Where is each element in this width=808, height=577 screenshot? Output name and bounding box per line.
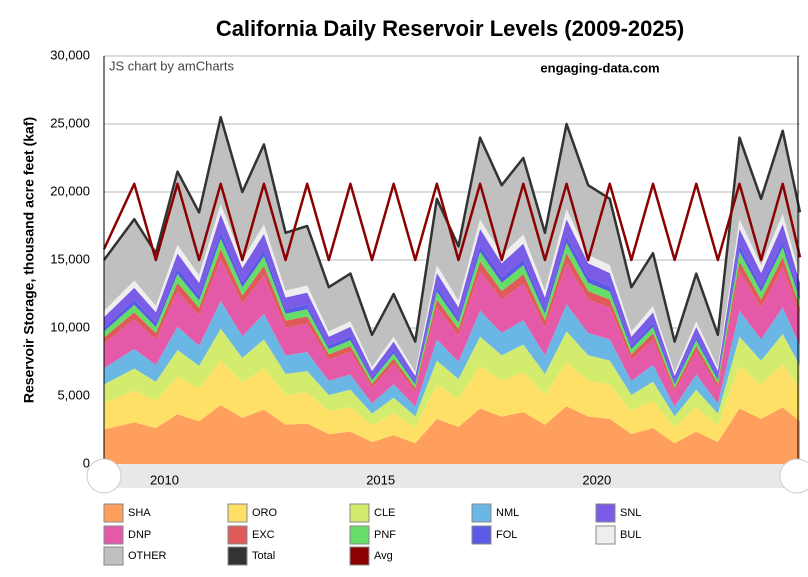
y-tick-label: 20,000	[50, 183, 90, 198]
legend-swatch	[103, 503, 124, 523]
legend-label: Avg	[374, 550, 393, 562]
y-tick-label: 10,000	[50, 319, 90, 334]
legend-label: FOL	[496, 529, 517, 541]
y-axis-label: Reservoir Storage, thousand acre feet (k…	[21, 117, 37, 403]
scrollbar-handle-left[interactable]	[86, 458, 122, 494]
legend-swatch	[349, 525, 370, 545]
y-tick-label: 30,000	[50, 47, 90, 62]
area-sha	[104, 405, 800, 464]
x-tick-label: 2020	[582, 472, 611, 487]
plot-area	[102, 55, 802, 469]
legend-swatch	[595, 525, 616, 545]
legend-swatch	[349, 546, 370, 566]
legend-label: CLE	[374, 507, 395, 519]
legend-swatch	[103, 546, 124, 566]
area-nml	[104, 301, 800, 417]
chart-title: California Daily Reservoir Levels (2009-…	[216, 16, 684, 41]
legend-label: SHA	[128, 507, 151, 519]
legend-label: NML	[496, 507, 519, 519]
area-other	[104, 117, 800, 373]
legend-swatch	[471, 503, 492, 523]
area-oro	[104, 359, 800, 444]
x-tick-label: 2015	[366, 472, 395, 487]
scrollbar-handle-right[interactable]	[779, 458, 808, 494]
legend-swatch	[349, 503, 370, 523]
legend-swatch	[227, 503, 248, 523]
legend-swatch	[471, 525, 492, 545]
legend-swatch	[227, 525, 248, 545]
legend-label: BUL	[620, 529, 641, 541]
legend-swatch	[103, 525, 124, 545]
scrollbar[interactable]	[104, 464, 800, 488]
line-avg	[102, 182, 802, 262]
y-tick-label: 5,000	[57, 387, 90, 402]
area-exc	[104, 248, 800, 392]
legend-swatch	[227, 546, 248, 566]
area-dnp	[104, 259, 800, 407]
y-tick-label: 0	[83, 455, 90, 470]
y-tick-label: 15,000	[50, 251, 90, 266]
x-tick-label: 2010	[150, 472, 179, 487]
y-tick-label: 25,000	[50, 115, 90, 130]
legend-label: Total	[252, 550, 275, 562]
legend-label: OTHER	[128, 550, 167, 562]
watermark: engaging-data.com	[540, 60, 659, 75]
legend: SHA ORO CLE NML SNL DNP EXC PNF FOL BUL OTHER Total…	[103, 503, 641, 566]
legend-label: PNF	[374, 529, 396, 541]
legend-swatch	[595, 503, 616, 523]
line-total	[102, 115, 802, 343]
credit: JS chart by amCharts	[109, 58, 234, 73]
legend-label: EXC	[252, 529, 275, 541]
legend-label: DNP	[128, 529, 151, 541]
legend-label: SNL	[620, 507, 641, 519]
area-pnf	[104, 238, 800, 389]
legend-label: ORO	[252, 507, 278, 519]
area-cle	[104, 328, 800, 428]
area-snl	[104, 214, 800, 382]
